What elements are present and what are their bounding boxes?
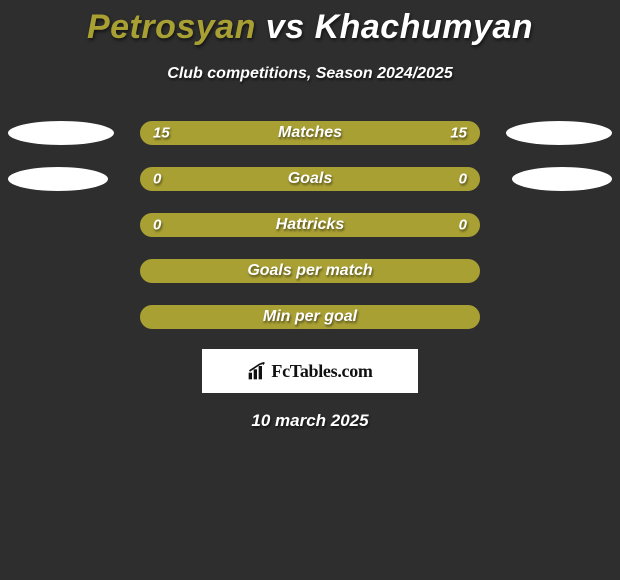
left-ellipse	[8, 167, 108, 191]
stat-label: Goals	[288, 170, 332, 188]
stat-right-value: 0	[459, 171, 467, 188]
stat-row: 0 Goals 0	[0, 167, 620, 191]
fctables-logo[interactable]: FcTables.com	[202, 349, 418, 393]
stat-row: 0 Hattricks 0	[0, 213, 620, 237]
title-left: Petrosyan	[87, 8, 256, 46]
stat-bar: 0 Goals 0	[140, 167, 480, 191]
stat-left-value: 0	[153, 171, 161, 188]
stat-bar: Goals per match	[140, 259, 480, 283]
stat-label: Matches	[278, 124, 342, 142]
stat-label: Goals per match	[247, 262, 372, 280]
page-title: Petrosyan vs Khachumyan	[0, 0, 620, 47]
right-ellipse	[512, 167, 612, 191]
logo-text: FcTables.com	[271, 361, 372, 382]
stat-left-value: 0	[153, 217, 161, 234]
subtitle: Club competitions, Season 2024/2025	[0, 65, 620, 83]
stat-rows: 15 Matches 15 0 Goals 0 0 Hattricks 0 Go…	[0, 121, 620, 329]
title-vs: vs	[256, 8, 315, 46]
stat-right-value: 15	[450, 125, 467, 142]
stat-bar: 15 Matches 15	[140, 121, 480, 145]
title-right: Khachumyan	[315, 8, 534, 46]
stat-label: Hattricks	[276, 216, 344, 234]
stat-bar: Min per goal	[140, 305, 480, 329]
stat-row: 15 Matches 15	[0, 121, 620, 145]
stat-row: Goals per match	[0, 259, 620, 283]
stat-left-value: 15	[153, 125, 170, 142]
chart-icon	[247, 361, 267, 381]
right-ellipse	[506, 121, 612, 145]
stat-row: Min per goal	[0, 305, 620, 329]
date-label: 10 march 2025	[0, 411, 620, 431]
stat-label: Min per goal	[263, 308, 357, 326]
left-ellipse	[8, 121, 114, 145]
stat-right-value: 0	[459, 217, 467, 234]
stat-bar: 0 Hattricks 0	[140, 213, 480, 237]
